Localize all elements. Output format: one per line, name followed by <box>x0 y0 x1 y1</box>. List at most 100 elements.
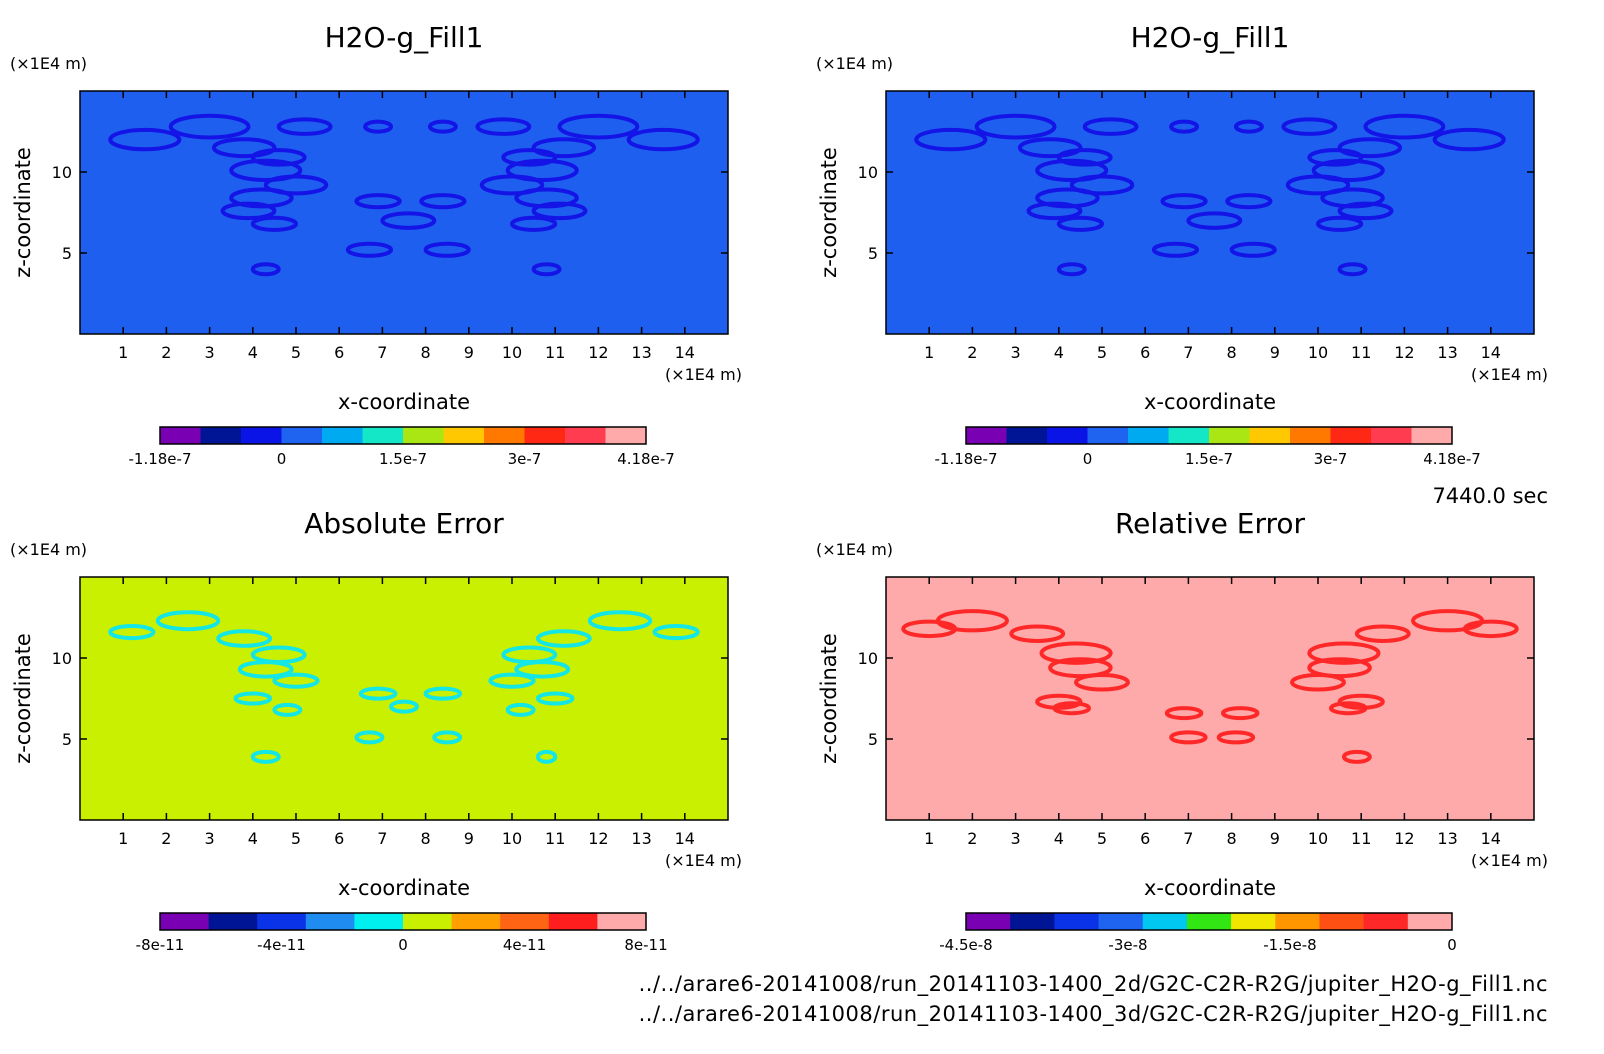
panel1-contour-feature <box>531 262 562 277</box>
panel4-colorbar-swatch <box>1054 913 1100 930</box>
footer-file-path-3d: ../../arare6-20141008/run_20141103-1400_… <box>638 1002 1548 1026</box>
panel3-contour-feature <box>354 730 385 745</box>
panel1-contour-feature <box>505 158 579 183</box>
panel3-contour-feature <box>233 691 273 706</box>
panel2-colorbar-swatch <box>1168 427 1210 444</box>
panel3-contour-feature <box>535 749 558 764</box>
footer-file-path-2d: ../../arare6-20141008/run_20141103-1400_… <box>638 972 1548 996</box>
panel2-contour-feature <box>1281 117 1338 136</box>
panel3-contour-feature <box>216 629 273 648</box>
panel4-plot-area <box>886 577 1534 820</box>
panel2-contour-feature <box>1082 117 1139 136</box>
panel4-x-tick-label: 1 <box>924 829 934 848</box>
panel3-x-tick-label: 12 <box>588 829 608 848</box>
panel4-contour-feature <box>901 619 958 639</box>
panel3-colorbar-swatch <box>305 913 355 930</box>
panel2-colorbar-swatch <box>1128 427 1169 444</box>
panel4-colorbar-tick-label: -3e-8 <box>1108 936 1147 954</box>
panel3-y-label: z-coordinate <box>11 633 35 764</box>
panel3-contour-feature <box>155 610 221 632</box>
panel4-contour-feature <box>1009 624 1066 643</box>
panel1-contour-feature <box>250 262 281 277</box>
panel1-contour-feature <box>427 119 458 134</box>
panel3-x-tick-label: 3 <box>205 829 215 848</box>
panel2-colorbar-tick-label: -1.18e-7 <box>935 450 998 468</box>
panel4-x-tick-label: 5 <box>1097 829 1107 848</box>
panel3-y-tick-label: 5 <box>62 730 72 749</box>
panel2-colorbar-tick-label: 1.5e-7 <box>1185 450 1233 468</box>
panel2-x-tick-label: 10 <box>1308 343 1328 362</box>
panel3-colorbar-tick-label: 0 <box>398 936 408 954</box>
panel4-colorbar-frame <box>965 912 1453 931</box>
panel3-contour-feature <box>272 672 320 689</box>
panel1-colorbar-swatch <box>524 427 566 444</box>
panel1-colorbar-tick-label: -1.18e-7 <box>129 450 192 468</box>
panel2-contour-feature <box>1056 148 1113 167</box>
panel4-colorbar-swatch <box>1275 913 1320 930</box>
panel1-title: H2O-g_Fill1 <box>325 21 484 54</box>
panel1-colorbar-tick-label: 1.5e-7 <box>379 450 427 468</box>
panel4-colorbar-swatch <box>1231 913 1276 930</box>
panel3-title: Absolute Error <box>304 507 504 540</box>
panel3-contour-feature <box>250 749 281 764</box>
panel2-x-tick-label: 7 <box>1183 343 1193 362</box>
panel1-x-tick-label: 6 <box>334 343 344 362</box>
panel4-contour-feature <box>1462 619 1519 639</box>
panel2-x-unit: (×1E4 m) <box>1471 365 1548 384</box>
panel2-contour-feature <box>1056 215 1105 232</box>
panel2-contour-feature <box>1035 158 1109 183</box>
panel4-x-tick-label: 14 <box>1481 829 1501 848</box>
panel4-colorbar-swatch <box>1098 913 1144 930</box>
panel2-x-tick-label: 9 <box>1270 343 1280 362</box>
panel4-x-label: x-coordinate <box>1144 876 1276 900</box>
panel1-contour-feature <box>354 193 402 210</box>
panel4-colorbar-tick-label: -4.5e-8 <box>939 936 992 954</box>
panel1-plot-frame <box>79 90 729 335</box>
panel2-colorbar-swatch <box>1249 427 1291 444</box>
panel2-colorbar-swatch <box>1006 427 1048 444</box>
panel3-x-tick-label: 10 <box>502 829 522 848</box>
panel1-x-tick-label: 2 <box>161 343 171 362</box>
panel3-colorbar-frame <box>159 912 647 931</box>
panel2-x-tick-label: 8 <box>1227 343 1237 362</box>
panel2-contour-feature <box>1069 174 1135 196</box>
panel1-contour-feature <box>509 215 558 232</box>
panel4-contour-feature <box>1074 673 1130 692</box>
panel3-contour-feature <box>505 702 536 717</box>
panel4-colorbar-swatch <box>1407 913 1453 930</box>
panel3-colorbar-swatch <box>451 913 501 930</box>
panel1-colorbar-swatch <box>160 427 201 444</box>
panel1-contour-feature <box>531 201 588 221</box>
panel2-contour-feature <box>914 127 988 152</box>
panel1-contour-feature <box>220 201 277 221</box>
panel4-colorbar-tick-label: 0 <box>1447 936 1457 954</box>
panel4-x-tick-label: 10 <box>1308 829 1328 848</box>
panel3-contour-feature <box>514 660 571 679</box>
panel1-colorbar-tick-label: 3e-7 <box>508 450 542 468</box>
panel4-contour-feature <box>1169 730 1208 745</box>
panel4-y-tick-label: 5 <box>868 730 878 749</box>
panel4-contour-feature <box>1354 624 1411 643</box>
panel3-x-label: x-coordinate <box>338 876 470 900</box>
panel1-contour-feature <box>363 119 394 134</box>
panel1-contour-feature <box>423 241 471 258</box>
panel4-y-tick-label: 10 <box>858 649 878 668</box>
panel3-colorbar-tick-label: 4e-11 <box>503 936 546 954</box>
panel2-x-tick-label: 11 <box>1351 343 1371 362</box>
panel2-contour-feature <box>1337 262 1368 277</box>
panel3-colorbar-swatch <box>403 913 453 930</box>
panel2-contour-feature <box>1316 215 1364 232</box>
panel4-colorbar-swatch <box>966 913 1011 930</box>
panel2-contour-feature <box>1285 174 1351 196</box>
panel3-colorbar-swatch <box>548 913 598 930</box>
panel1-x-tick-label: 9 <box>464 343 474 362</box>
panel1-colorbar-swatch <box>565 427 606 444</box>
panel1-contour-feature <box>263 174 329 196</box>
panel3-colorbar-swatch <box>208 913 258 930</box>
panel4-y-unit: (×1E4 m) <box>816 540 893 559</box>
panel3-colorbar-tick-label: -4e-11 <box>257 936 306 954</box>
panel4-x-tick-label: 12 <box>1394 829 1414 848</box>
panel2-contour-feature <box>1337 137 1403 159</box>
panel2-contour-feature <box>1363 113 1446 140</box>
panel1-contour-feature <box>626 127 700 152</box>
